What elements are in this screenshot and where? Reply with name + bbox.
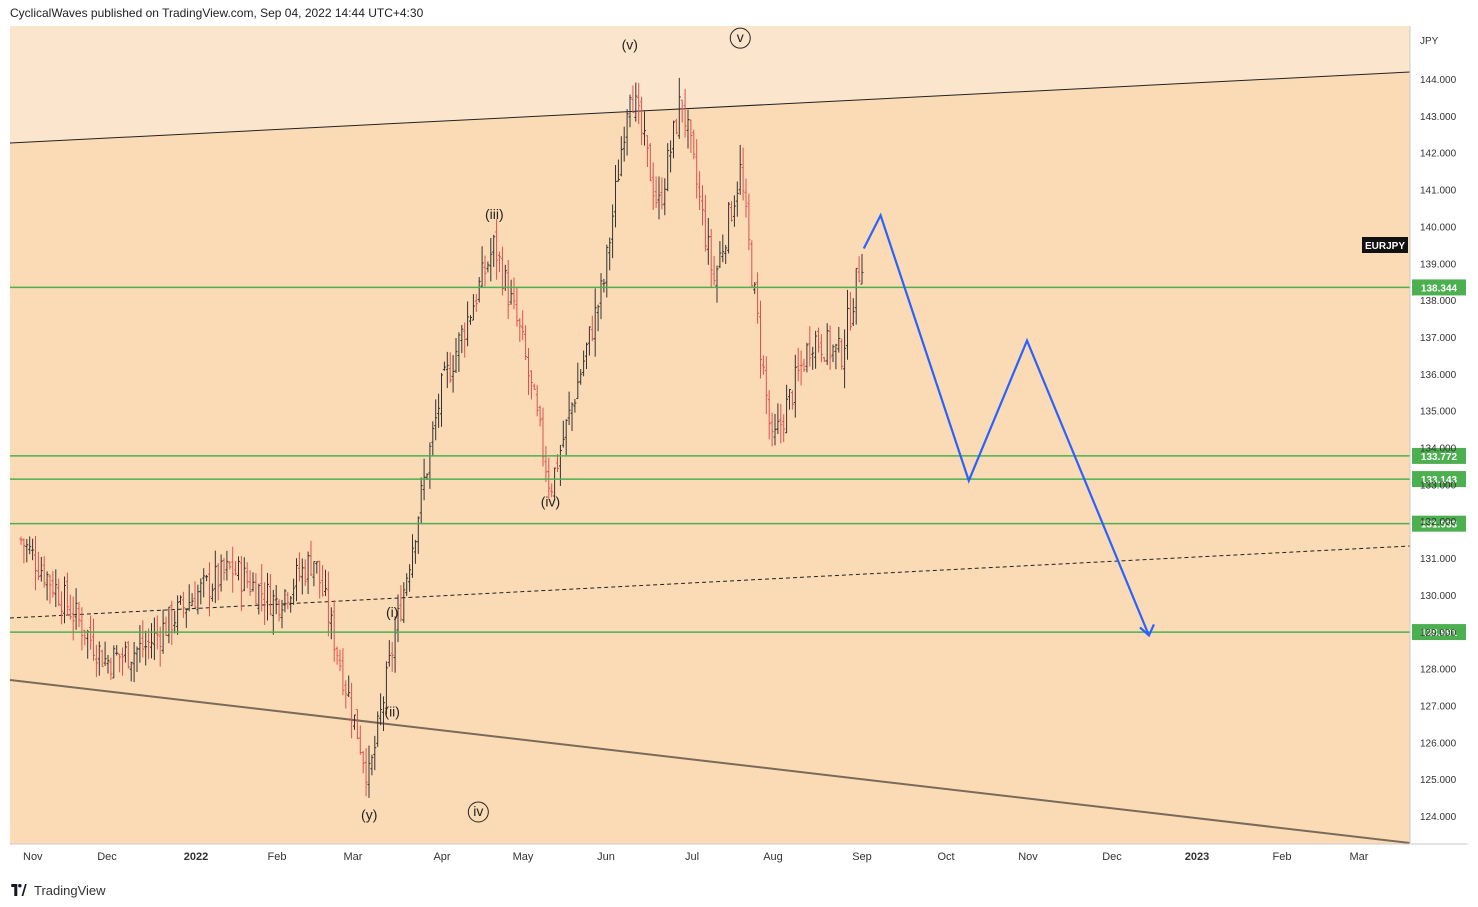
y-tick-label: 126.000	[1420, 738, 1457, 749]
level-price-label: 133.772	[1421, 452, 1458, 463]
x-tick-label: Dec	[1102, 851, 1122, 863]
wave-label: (iv)	[541, 493, 560, 509]
level-price-label: 138.344	[1421, 283, 1458, 294]
level-badge-4	[1412, 624, 1466, 641]
x-tick-label: Aug	[763, 851, 783, 863]
upper-channel-line[interactable]	[10, 71, 1410, 144]
level-price-label: 128.991	[1421, 628, 1458, 639]
wave-label: (i)	[386, 604, 398, 620]
footer-brand[interactable]: TradingView	[34, 882, 106, 898]
projection-arrowhead	[1139, 623, 1155, 638]
x-tick-label: Oct	[937, 851, 954, 863]
y-tick-label: 142.000	[1420, 149, 1457, 160]
x-tick-label: Dec	[97, 851, 117, 863]
wave-label: iv	[473, 803, 483, 819]
eurjpy-chart[interactable]: (i) (ii) (iii) (iv) (v) (y) iv v 138.344 133.772…	[10, 26, 1468, 872]
y-tick-label: 135.000	[1420, 407, 1457, 418]
y-tick-label: 141.000	[1420, 186, 1457, 197]
price-bars	[19, 77, 864, 798]
x-tick-label: Feb	[268, 851, 287, 863]
level-badge-1	[1412, 447, 1466, 464]
x-tick-label: Mar	[344, 851, 363, 863]
y-tick-label: 129.000	[1420, 628, 1457, 639]
x-tick-label: Nov	[1018, 851, 1038, 863]
x-tick-label: Nov	[23, 851, 43, 863]
wave-label: (iii)	[485, 206, 504, 222]
y-tick-label: 132.000	[1420, 517, 1457, 528]
channel-midline[interactable]	[10, 545, 1410, 619]
y-tick-label: 138.000	[1420, 296, 1457, 307]
chart-area[interactable]: (i) (ii) (iii) (iv) (v) (y) iv v 138.344 133.772…	[10, 26, 1468, 872]
tradingview-logo-icon[interactable]	[10, 884, 28, 896]
y-tick-label: 140.000	[1420, 222, 1457, 233]
wave-label: (y)	[361, 807, 377, 823]
y-tick-label: 124.000	[1420, 812, 1457, 823]
channel-upper-region	[10, 26, 1410, 143]
y-tick-label: 137.000	[1420, 333, 1457, 344]
y-tick-label: 134.000	[1420, 444, 1457, 455]
footer: TradingView	[10, 880, 106, 900]
y-tick-label: 139.000	[1420, 259, 1457, 270]
wave-label-circle	[729, 27, 751, 49]
y-tick-label: 125.000	[1420, 775, 1457, 786]
x-tick-label: 2023	[1185, 851, 1209, 863]
y-tick-label: 144.000	[1420, 75, 1457, 86]
wave-label: v	[737, 29, 744, 45]
symbol-tag-label: EURJPY	[1365, 241, 1405, 252]
wave-label: (ii)	[384, 704, 400, 720]
x-tick-label: May	[513, 851, 534, 863]
y-tick-label: 127.000	[1420, 701, 1457, 712]
x-tick-label: Apr	[433, 851, 450, 863]
plot-background	[10, 26, 1410, 844]
publication-header: CyclicalWaves published on TradingView.c…	[10, 6, 424, 20]
wave-label-circle	[467, 801, 489, 823]
x-tick-label: Mar	[1350, 851, 1369, 863]
y-tick-label: 128.000	[1420, 665, 1457, 676]
x-tick-label: Sep	[852, 851, 872, 863]
level-badge-3	[1412, 515, 1466, 532]
wave-label: (v)	[622, 37, 638, 53]
y-tick-label: 133.000	[1420, 480, 1457, 491]
level-price-label: 133.143	[1421, 475, 1458, 486]
level-badge-2	[1412, 471, 1466, 488]
x-tick-label: Jun	[597, 851, 615, 863]
x-tick-label: 2022	[184, 851, 208, 863]
x-tick-label: Feb	[1273, 851, 1292, 863]
y-tick-label: 130.000	[1420, 591, 1457, 602]
y-tick-label: 131.000	[1420, 554, 1457, 565]
level-price-label: 131.933	[1421, 520, 1458, 531]
lower-channel-line[interactable]	[10, 679, 1410, 844]
symbol-tag	[1362, 237, 1408, 253]
x-tick-label: Jul	[685, 851, 699, 863]
projection-path[interactable]	[862, 212, 1150, 636]
y-tick-label: 143.000	[1420, 112, 1457, 123]
level-badge-0	[1412, 279, 1466, 296]
currency-label: JPY	[1420, 36, 1439, 47]
y-tick-label: 136.000	[1420, 370, 1457, 381]
